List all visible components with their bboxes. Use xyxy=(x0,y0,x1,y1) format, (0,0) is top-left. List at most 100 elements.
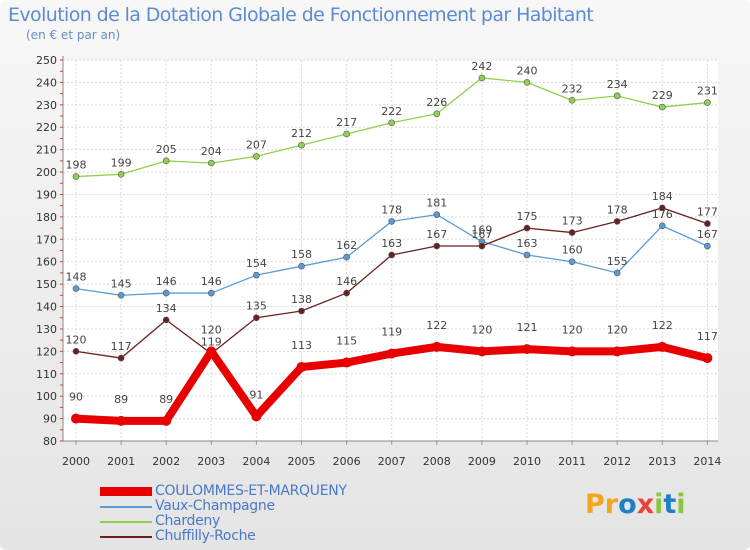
logo-letter: i xyxy=(654,489,664,520)
logo-letter: x xyxy=(636,489,655,520)
y-tick-label: 130 xyxy=(36,323,57,336)
legend-swatch-chardeny xyxy=(100,521,152,523)
data-point-vaux-champagne xyxy=(117,292,125,299)
data-label-chardeny: 207 xyxy=(246,138,267,151)
data-label-chuffilly-roche: 167 xyxy=(471,228,492,241)
x-tick-label: 2010 xyxy=(513,455,541,468)
data-label-chardeny: 217 xyxy=(336,116,357,129)
logo-letter: r xyxy=(604,489,619,520)
x-tick-label: 2005 xyxy=(288,455,316,468)
data-label-coulommes: 122 xyxy=(426,319,447,332)
y-tick-label: 220 xyxy=(36,121,57,134)
data-point-chardeny xyxy=(388,119,396,127)
data-label-chuffilly-roche: 178 xyxy=(607,203,628,216)
data-point-coulommes xyxy=(476,346,487,357)
legend-swatch-chuffilly-roche xyxy=(100,536,152,538)
data-label-chardeny: 204 xyxy=(201,145,222,158)
data-label-chuffilly-roche: 177 xyxy=(697,206,718,219)
data-point-chuffilly-roche xyxy=(704,220,711,227)
y-tick-label: 240 xyxy=(36,76,57,89)
data-label-chuffilly-roche: 167 xyxy=(426,228,447,241)
data-label-chuffilly-roche: 146 xyxy=(336,275,357,288)
data-point-vaux-champagne xyxy=(343,253,350,261)
y-tick-label: 100 xyxy=(36,390,57,403)
data-label-chardeny: 199 xyxy=(111,156,132,169)
data-label-coulommes: 119 xyxy=(381,326,402,339)
data-point-coulommes xyxy=(206,346,217,357)
data-label-chardeny: 232 xyxy=(562,82,583,95)
data-point-vaux-champagne xyxy=(433,211,441,218)
x-tick-label: 2009 xyxy=(468,455,496,468)
data-point-chardeny xyxy=(162,157,170,165)
data-label-chardeny: 231 xyxy=(697,85,718,98)
data-point-chuffilly-roche xyxy=(117,354,125,362)
data-label-chardeny: 229 xyxy=(652,89,673,102)
data-label-vaux-champagne: 167 xyxy=(697,228,718,241)
data-label-chardeny: 242 xyxy=(471,60,492,73)
y-tick-label: 120 xyxy=(36,345,57,358)
y-tick-label: 110 xyxy=(36,368,57,381)
data-point-chardeny xyxy=(208,159,215,167)
data-point-chuffilly-roche xyxy=(162,316,170,324)
x-tick-label: 2014 xyxy=(693,455,721,468)
data-label-coulommes: 120 xyxy=(471,323,492,336)
data-label-vaux-champagne: 148 xyxy=(66,271,87,284)
data-point-vaux-champagne xyxy=(523,251,531,259)
x-tick-label: 2006 xyxy=(333,455,361,468)
logo-letter: t xyxy=(663,489,677,520)
data-point-chardeny xyxy=(478,74,486,82)
data-point-chuffilly-roche xyxy=(298,307,305,315)
data-label-vaux-champagne: 145 xyxy=(111,277,132,290)
y-tick-label: 160 xyxy=(36,256,57,269)
data-point-chuffilly-roche xyxy=(658,204,666,212)
data-label-coulommes: 122 xyxy=(652,319,673,332)
x-tick-label: 2012 xyxy=(603,455,631,468)
x-tick-label: 2001 xyxy=(107,455,135,468)
x-tick-label: 2004 xyxy=(242,455,270,468)
data-label-vaux-champagne: 169 xyxy=(471,224,492,237)
data-point-vaux-champagne xyxy=(568,258,576,266)
data-point-chuffilly-roche xyxy=(568,229,576,236)
data-point-vaux-champagne xyxy=(72,285,80,292)
data-label-vaux-champagne: 158 xyxy=(291,248,312,261)
data-label-vaux-champagne: 162 xyxy=(336,239,357,252)
data-point-coulommes xyxy=(657,341,668,352)
x-tick-label: 2007 xyxy=(378,455,406,468)
y-tick-label: 90 xyxy=(43,413,57,426)
data-label-coulommes: 115 xyxy=(336,335,357,348)
data-point-vaux-champagne xyxy=(704,242,711,250)
data-point-coulommes xyxy=(161,415,172,426)
data-point-coulommes xyxy=(567,346,578,357)
y-tick-label: 210 xyxy=(36,144,57,157)
logo-letter: o xyxy=(618,489,637,520)
y-tick-label: 180 xyxy=(36,211,57,224)
legend-swatch-coulommes xyxy=(100,487,152,496)
x-tick-label: 2003 xyxy=(197,455,225,468)
data-label-chuffilly-roche: 117 xyxy=(111,340,132,353)
data-label-coulommes: 89 xyxy=(159,393,173,406)
x-tick-label: 2002 xyxy=(152,455,180,468)
logo-letter: P xyxy=(585,489,605,520)
data-point-chardeny xyxy=(72,173,80,180)
y-tick-label: 200 xyxy=(36,166,57,179)
legend-label-vaux-champagne: Vaux-Champagne xyxy=(155,498,275,514)
data-point-chuffilly-roche xyxy=(478,242,486,250)
data-label-chuffilly-roche: 175 xyxy=(517,210,538,223)
data-point-chardeny xyxy=(523,79,531,86)
data-point-vaux-champagne xyxy=(658,222,666,230)
data-point-chardeny xyxy=(343,130,350,138)
data-point-coulommes xyxy=(612,346,623,357)
data-label-coulommes: 113 xyxy=(291,339,312,352)
data-point-coulommes xyxy=(251,411,262,422)
data-label-vaux-champagne: 146 xyxy=(156,275,177,288)
data-label-chuffilly-roche: 138 xyxy=(291,293,312,306)
data-label-chuffilly-roche: 163 xyxy=(381,237,402,250)
data-point-chardeny xyxy=(568,97,576,104)
data-label-vaux-champagne: 176 xyxy=(652,208,673,221)
data-point-coulommes xyxy=(341,357,352,368)
data-label-chardeny: 234 xyxy=(607,78,628,91)
x-tick-label: 2000 xyxy=(62,455,90,468)
data-label-chuffilly-roche: 119 xyxy=(201,336,222,349)
data-label-vaux-champagne: 181 xyxy=(426,197,447,210)
